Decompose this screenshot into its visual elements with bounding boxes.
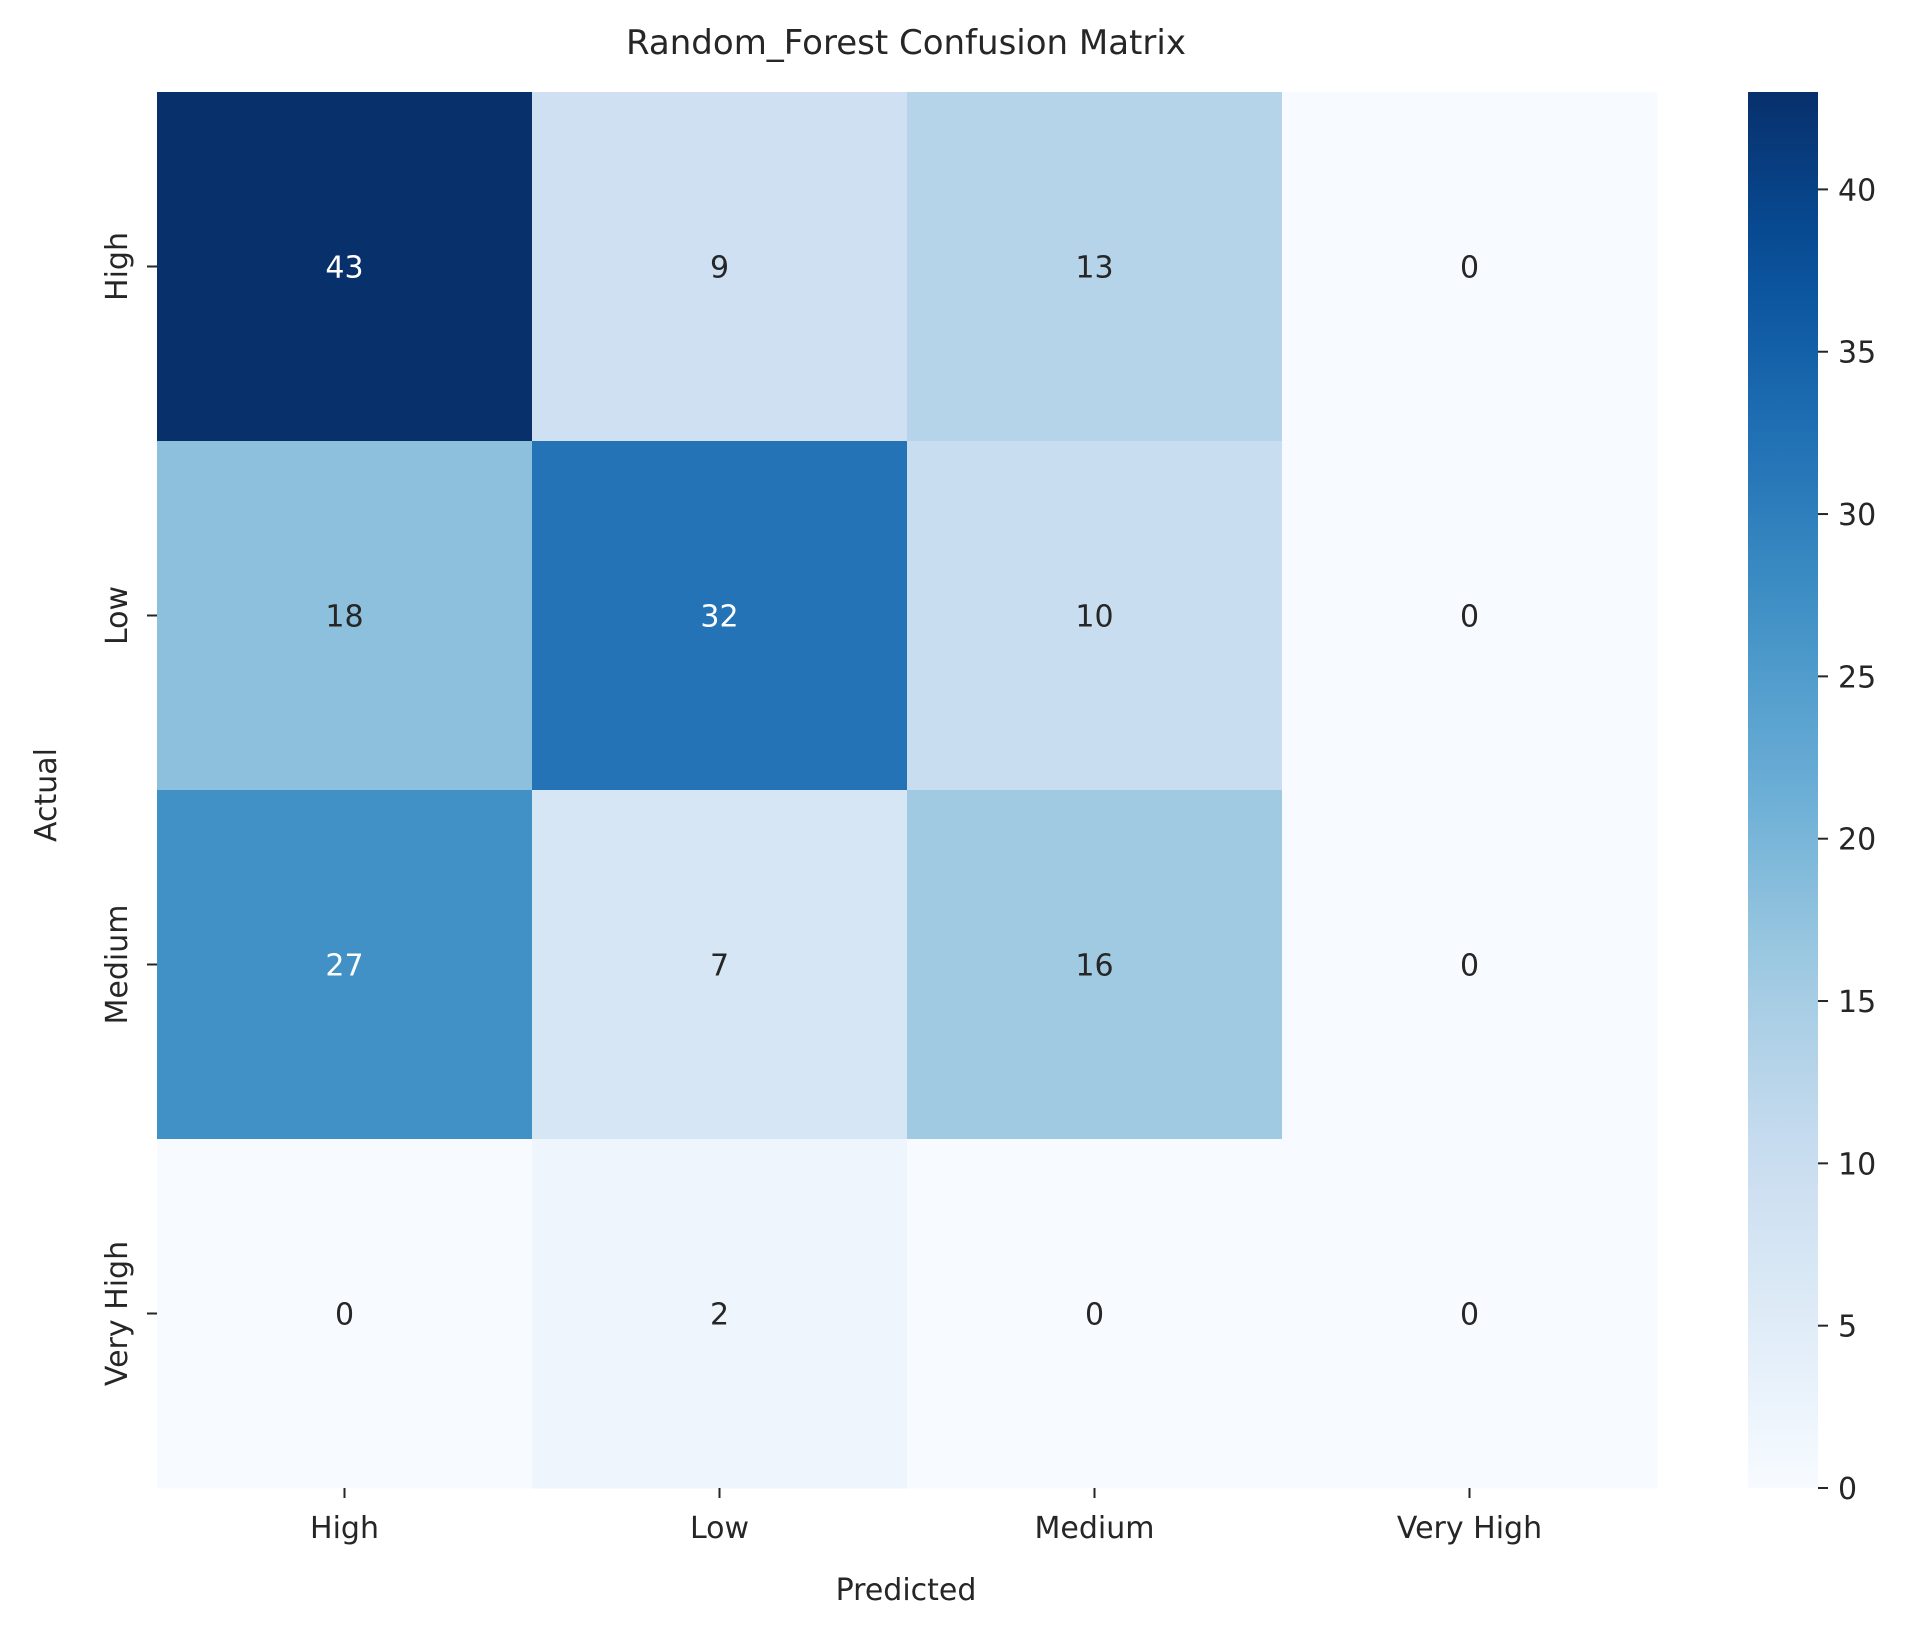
x-axis-title: Predicted <box>836 1573 977 1608</box>
colorbar-tick-label-7: 35 <box>1838 336 1876 371</box>
cell-value-label-1-0: 18 <box>325 600 363 635</box>
cell-value-label-0-0: 43 <box>325 251 363 286</box>
y-tick-label-3: Very High <box>100 1241 135 1386</box>
y-tick-label-2: Medium <box>100 905 135 1025</box>
colorbar-tick-label-4: 20 <box>1838 823 1876 858</box>
heatmap-cell-2-1 <box>532 790 908 1140</box>
cell-value-label-1-3: 0 <box>1460 600 1479 635</box>
heatmap-cell-0-2 <box>907 92 1283 442</box>
y-tick-label-0: High <box>100 232 135 301</box>
cell-value-label-2-1: 7 <box>710 949 729 984</box>
y-axis: High Low Medium Very High <box>100 232 157 1386</box>
heatmap-cell-0-3 <box>1282 92 1658 442</box>
colorbar-tick-label-8: 40 <box>1838 173 1876 208</box>
cell-value-label-3-0: 0 <box>335 1298 354 1333</box>
heatmap-cell-3-2 <box>907 1139 1283 1489</box>
x-tick-label-3: Very High <box>1397 1511 1542 1546</box>
heatmap-cell-0-1 <box>532 92 908 442</box>
heatmap-cell-0-0 <box>157 92 533 442</box>
heatmap-cell-2-0 <box>157 790 533 1140</box>
y-axis-title: Actual <box>29 748 64 842</box>
cell-value-label-1-1: 32 <box>700 600 738 635</box>
heatmap-cell-1-3 <box>1282 441 1658 791</box>
cell-value-label-3-3: 0 <box>1460 1298 1479 1333</box>
heatmap-cell-3-0 <box>157 1139 533 1489</box>
colorbar-ticks: 0 5 10 15 20 25 30 35 40 <box>1818 173 1876 1507</box>
cell-value-label-1-2: 10 <box>1075 600 1113 635</box>
colorbar-tick-label-0: 0 <box>1838 1472 1857 1507</box>
colorbar-tick-label-1: 5 <box>1838 1310 1857 1345</box>
cell-value-label-0-3: 0 <box>1460 251 1479 286</box>
heatmap-cells <box>157 92 1658 1489</box>
x-tick-label-1: Low <box>690 1511 749 1546</box>
cell-value-label-3-2: 0 <box>1085 1298 1104 1333</box>
x-tick-label-2: Medium <box>1035 1511 1155 1546</box>
y-tick-label-1: Low <box>100 586 135 645</box>
heatmap-cell-3-1 <box>532 1139 908 1489</box>
heatmap-cell-1-2 <box>907 441 1283 791</box>
x-axis: High Low Medium Very High <box>310 1488 1542 1546</box>
colorbar-tick-label-2: 10 <box>1838 1147 1876 1182</box>
cell-value-label-2-0: 27 <box>325 949 363 984</box>
chart-title: Random_Forest Confusion Matrix <box>626 23 1186 63</box>
heatmap-cell-1-0 <box>157 441 533 791</box>
cell-value-label-2-3: 0 <box>1460 949 1479 984</box>
colorbar-tick-label-6: 30 <box>1838 498 1876 533</box>
cell-value-label-0-1: 9 <box>710 251 729 286</box>
x-tick-label-0: High <box>310 1511 379 1546</box>
colorbar-tick-label-5: 25 <box>1838 660 1876 695</box>
heatmap-cell-labels: 43 9 13 0 18 32 10 0 27 7 16 0 0 2 0 0 <box>325 251 1479 1333</box>
heatmap-cell-2-2 <box>907 790 1283 1140</box>
colorbar: 0 5 10 15 20 25 30 35 40 <box>1748 92 1876 1507</box>
colorbar-gradient <box>1748 92 1818 1488</box>
cell-value-label-2-2: 16 <box>1075 949 1113 984</box>
heatmap-cell-3-3 <box>1282 1139 1658 1489</box>
cell-value-label-0-2: 13 <box>1075 251 1113 286</box>
heatmap-cell-1-1 <box>532 441 908 791</box>
cell-value-label-3-1: 2 <box>710 1298 729 1333</box>
heatmap-cell-2-3 <box>1282 790 1658 1140</box>
colorbar-tick-label-3: 15 <box>1838 985 1876 1020</box>
